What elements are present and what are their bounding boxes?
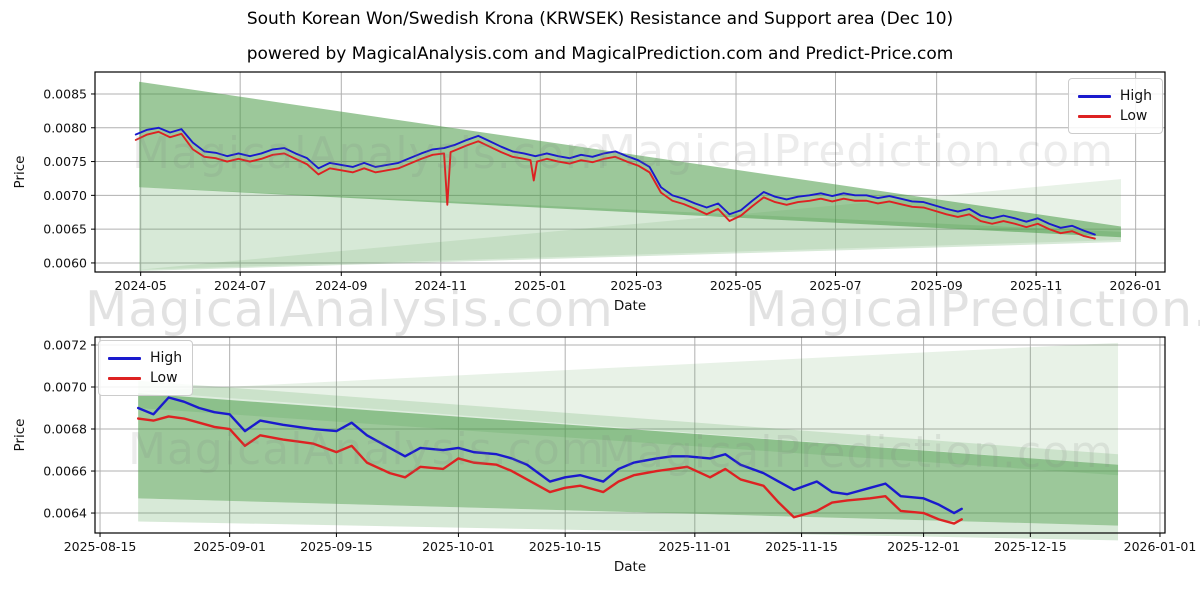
legend-item-high: High [108,348,182,368]
x-tick-label: 2025-01 [514,278,566,293]
y-tick-label: 0.0065 [43,222,87,237]
figure-title: South Korean Won/Swedish Krona (KRWSEK) … [246,9,954,29]
y-tick-label: 0.0072 [43,337,87,352]
high-line-swatch [1077,94,1111,98]
legend-label: High [1119,88,1152,104]
resistance-support-band [138,393,1119,526]
x-tick-label: 2025-09-15 [300,539,373,554]
x-tick-label: 2025-11 [1010,278,1062,293]
expanding-wedge [139,179,1121,270]
y-tick-label: 0.0070 [43,188,87,203]
y-tick-label: 0.0070 [43,379,87,394]
y-tick-label: 0.0075 [43,154,87,169]
axis-spine [94,336,1166,534]
x-tick-label: 2026-01 [1110,278,1162,293]
x-tick-label: 2025-12-15 [994,539,1067,554]
low-line [136,415,963,525]
high-line [136,396,963,515]
x-tick-label: 2024-11 [415,278,467,293]
legend-label: Low [1119,108,1148,124]
legend-item-low: Low [108,368,182,388]
x-tick-label: 2025-08-15 [64,539,137,554]
main-chart: 2024-05 2024-07 2024-09 2024-11 2025-01 2025-… [12,71,1166,314]
support-band-light [139,187,1121,272]
x-tick-label: 2024-07 [214,278,266,293]
legend-top-chart: High Low [1067,78,1163,134]
y-tick-label: 0.0085 [43,86,87,101]
y-axis-label: Price [12,156,28,189]
x-tick-label: 2025-10-15 [529,539,602,554]
figure-subtitle: powered by MagicalAnalysis.com and Magic… [246,44,954,64]
x-tick-label: 2025-12-01 [887,539,960,554]
y-tick-label: 0.0064 [43,506,87,521]
x-tick-label: 2025-11-01 [658,539,731,554]
legend-label: High [150,350,183,366]
x-tick-label: 2025-07 [809,278,861,293]
band-upper-fringe [138,380,1119,476]
y-tick-label: 0.0060 [43,255,87,270]
x-tick-label: 2025-09-01 [193,539,266,554]
axis-spine [94,71,1166,273]
low-line-swatch [1077,114,1111,118]
legend-item-high: High [1077,86,1152,106]
y-axis-label: Price [12,419,28,452]
x-tick-label: 2026-01-01 [1124,539,1197,554]
x-tick-label: 2024-05 [115,278,167,293]
y-tick-label: 0.0080 [43,120,87,135]
x-tick-label: 2025-03 [610,278,662,293]
legend-bottom-chart: High Low [98,340,194,396]
x-tick-label: 2024-09 [315,278,367,293]
legend-label: Low [150,370,178,386]
x-tick-label: 2025-10-01 [422,539,495,554]
x-axis-label: Date [614,298,646,314]
support-band-light [138,498,1119,541]
x-tick-label: 2025-11-15 [765,539,838,554]
y-tick-label: 0.0066 [43,464,87,479]
legend-item-low: Low [1077,106,1152,126]
zoom-chart: 2025-08-15 2025-09-01 2025-09-15 2025-10-01… [12,336,1197,575]
x-axis-label: Date [614,559,646,575]
high-line-swatch [108,356,141,360]
high-line [134,126,1096,236]
x-tick-label: 2025-05 [710,278,762,293]
expanding-wedge [138,342,1119,465]
y-tick-label: 0.0068 [43,422,87,437]
low-line-swatch [108,376,141,380]
x-tick-label: 2025-09 [911,278,963,293]
low-line [134,130,1096,240]
